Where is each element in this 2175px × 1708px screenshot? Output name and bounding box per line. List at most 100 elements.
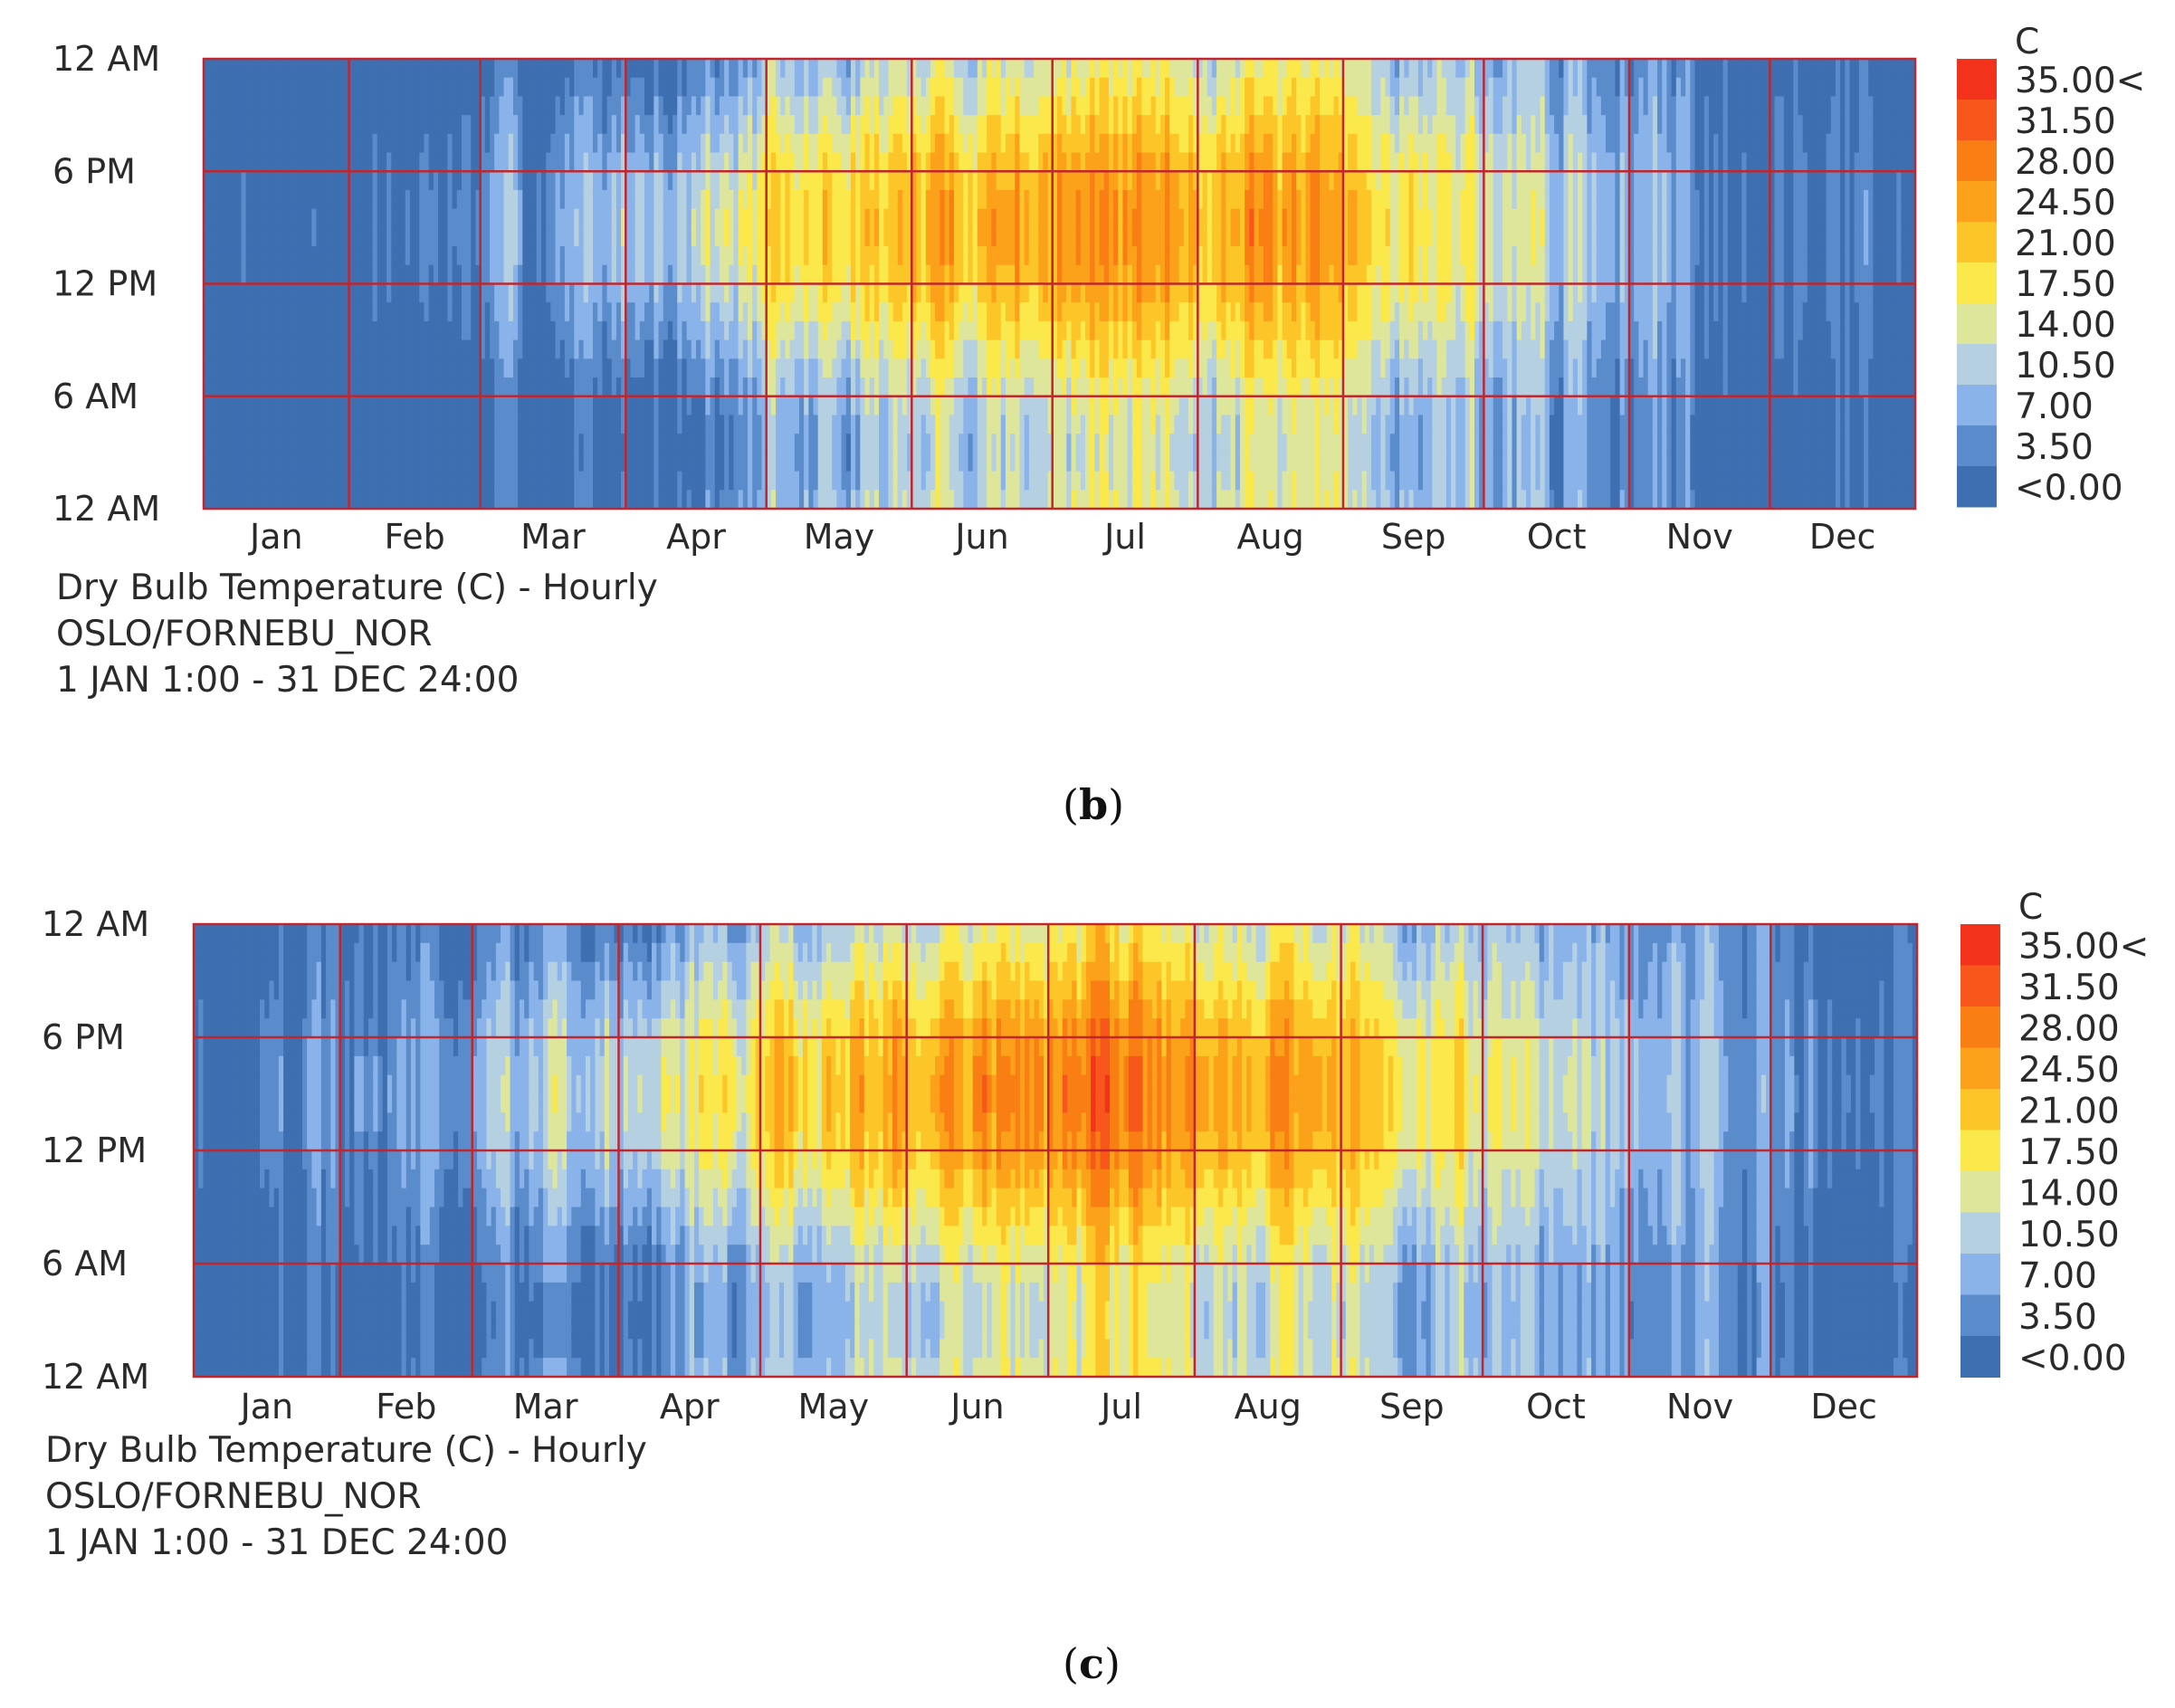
heat-cell (686, 396, 692, 416)
heat-cell (475, 358, 482, 378)
heat-cell (658, 490, 664, 510)
heat-cell (935, 227, 940, 247)
heat-cell (301, 396, 308, 416)
heat-cell (377, 452, 383, 472)
heat-cell (241, 115, 247, 135)
heat-cell (701, 283, 706, 303)
heat-cell (963, 434, 969, 453)
heat-cell (625, 377, 632, 397)
heat-cell (1141, 171, 1147, 191)
heat-cell (630, 171, 636, 191)
heat-cell (475, 115, 482, 135)
heat-cell (1113, 208, 1119, 228)
heat-cell (461, 283, 467, 303)
heat-cell (682, 189, 688, 210)
heat-cell (329, 246, 336, 266)
heat-cell (621, 264, 626, 285)
heat-cell (325, 133, 331, 154)
heat-cell (508, 434, 514, 453)
heat-cell (991, 189, 997, 210)
heat-cell (297, 77, 303, 98)
heat-cell (677, 264, 683, 285)
heat-cell (1066, 208, 1073, 228)
heat-cell (503, 283, 510, 303)
heat-cell (301, 96, 308, 116)
heat-cell (213, 246, 219, 266)
heat-cell (864, 377, 871, 397)
heat-cell (260, 358, 265, 378)
heat-cell (705, 471, 711, 491)
heat-cell (747, 264, 753, 285)
heat-cell (1019, 77, 1025, 98)
heat-cell (991, 171, 997, 191)
heat-cell (339, 302, 346, 322)
heat-cell (873, 377, 880, 397)
heat-cell (1075, 171, 1082, 191)
heat-cell (367, 339, 374, 359)
heat-cell (499, 115, 505, 135)
heat-cell (606, 358, 613, 378)
heat-cell (982, 415, 987, 434)
heat-cell (1084, 490, 1091, 510)
heat-cell (546, 152, 551, 172)
heat-cell (232, 152, 237, 172)
heat-cell (546, 171, 551, 191)
heat-cell (508, 377, 514, 397)
heat-cell (653, 434, 660, 453)
heat-cell (1169, 264, 1176, 285)
heat-cell (653, 171, 660, 191)
heat-cell (1052, 358, 1058, 378)
heat-cell (897, 59, 903, 79)
heat-cell (789, 302, 796, 322)
heat-cell (499, 77, 505, 98)
heat-cell (845, 434, 852, 453)
heat-cell (503, 152, 510, 172)
heat-cell (536, 264, 542, 285)
heat-cell (757, 133, 763, 154)
heat-cell (204, 115, 209, 135)
heat-cell (817, 434, 824, 453)
heat-cell (1038, 59, 1044, 79)
heat-cell (1043, 264, 1049, 285)
heat-cell (1118, 115, 1124, 135)
heat-cell (729, 358, 735, 378)
heat-cell (1113, 133, 1119, 154)
heat-cell (1094, 152, 1101, 172)
heat-cell (1043, 377, 1049, 397)
heat-cell (443, 490, 448, 510)
heat-cell (419, 208, 425, 228)
heat-cell (311, 227, 317, 247)
heat-cell (742, 77, 749, 98)
heat-cell (682, 434, 688, 453)
heat-cell (329, 377, 336, 397)
heat-cell (625, 96, 632, 116)
heat-cell (1099, 415, 1105, 434)
heat-cell (892, 77, 899, 98)
heat-cell (1005, 115, 1011, 135)
heat-cell (1103, 133, 1110, 154)
heat-cell (292, 434, 299, 453)
heat-cell (691, 434, 697, 453)
heat-cell (499, 358, 505, 378)
heat-cell (850, 302, 856, 322)
heat-cell (512, 77, 519, 98)
heat-cell (911, 320, 918, 341)
heat-cell (766, 452, 772, 472)
heat-cell (925, 208, 931, 228)
heat-cell (873, 358, 880, 378)
heat-cell (911, 115, 918, 135)
heat-cell (836, 490, 843, 510)
heat-cell (508, 264, 514, 285)
heat-cell (1052, 283, 1058, 303)
heat-cell (701, 152, 706, 172)
heat-cell (1038, 377, 1044, 397)
heat-cell (770, 77, 777, 98)
heat-cell (471, 77, 477, 98)
heat-cell (836, 434, 843, 453)
heat-cell (925, 434, 931, 453)
heat-cell (752, 471, 758, 491)
heat-cell (987, 302, 992, 322)
heat-cell (794, 358, 800, 378)
heat-cell (372, 396, 378, 416)
heat-cell (1000, 283, 1006, 303)
